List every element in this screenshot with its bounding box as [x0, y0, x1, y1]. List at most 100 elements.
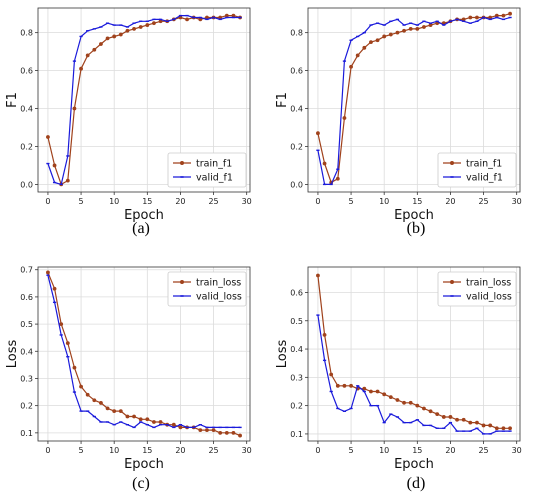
chart-svg-b: 0 5 10 15 20 25 30 0.0 0.2 0.4 0.6 0.8 Epoch F1 train_… [275, 7, 522, 223]
data-point-train_loss [99, 401, 103, 405]
data-point-train_loss [112, 409, 117, 413]
x-tick-label: 15 [412, 446, 422, 455]
y-tick-label: 0.2 [20, 142, 33, 151]
data-point-train_loss [402, 400, 406, 405]
data-point-train_loss [52, 286, 57, 291]
data-point-train_f1 [218, 15, 223, 20]
y-tick-label: 0.6 [290, 288, 303, 297]
chart-panel-a: 0 5 10 15 20 25 30 0.0 0.2 0.4 0.6 0.8 Epoch F1 train_… [0, 0, 275, 249]
x-tick-label: 15 [142, 197, 152, 206]
x-tick-label: 15 [412, 197, 422, 206]
data-point-train_loss [138, 417, 143, 422]
data-point-train_loss [369, 389, 373, 394]
x-tick-label: 10 [109, 197, 119, 206]
x-tick-label: 25 [208, 446, 218, 455]
data-point-train_loss [178, 425, 183, 430]
data-point-train_loss [428, 409, 433, 414]
data-point-train_loss [46, 270, 50, 275]
data-point-train_f1 [375, 38, 380, 43]
data-point-train_loss [468, 420, 473, 425]
data-point-train_loss [395, 398, 400, 402]
chart-panel-b: 0 5 10 15 20 25 30 0.0 0.2 0.4 0.6 0.8 Epoch F1 train_… [275, 0, 550, 249]
data-point-train_f1 [205, 15, 209, 20]
x-tick-label: 20 [445, 197, 455, 206]
data-point-train_f1 [79, 66, 83, 71]
y-tick-label: 0.5 [290, 317, 303, 326]
data-point-train_loss [415, 403, 420, 408]
legend-label-valid_loss: valid_loss [196, 292, 242, 303]
data-point-train_loss [435, 412, 440, 417]
x-tick-label: 10 [379, 197, 389, 206]
data-point-train_loss [441, 415, 446, 419]
caption-a: (a) [132, 220, 150, 237]
x-tick-label: 10 [379, 446, 389, 455]
data-point-train_loss [79, 384, 83, 389]
legend-marker-train_f1 [450, 161, 454, 165]
data-point-train_f1 [362, 45, 367, 50]
data-point-train_f1 [52, 163, 57, 168]
data-point-train_f1 [388, 32, 393, 37]
data-point-train_loss [475, 420, 479, 425]
data-point-train_f1 [468, 15, 473, 20]
caption-c: (c) [132, 475, 150, 492]
x-axis-label: Epoch [394, 457, 434, 472]
legend-label-valid_f1: valid_f1 [196, 173, 233, 184]
data-point-train_loss [152, 420, 156, 424]
data-point-train_loss [145, 417, 150, 422]
x-tick-label: 5 [79, 197, 84, 206]
data-point-train_f1 [198, 17, 203, 22]
data-point-train_f1 [152, 21, 156, 26]
data-point-train_loss [125, 414, 130, 419]
data-point-train_f1 [355, 53, 360, 58]
data-point-train_f1 [185, 17, 189, 22]
data-point-train_loss [362, 386, 367, 391]
data-point-train_f1 [231, 13, 236, 18]
data-point-train_f1 [322, 161, 327, 166]
data-point-train_loss [329, 372, 334, 377]
data-point-train_loss [488, 423, 493, 428]
legend-box [437, 271, 517, 307]
x-tick-label: 20 [175, 197, 185, 206]
x-axis-label: Epoch [124, 208, 164, 223]
x-axis-label: Epoch [124, 457, 164, 472]
data-point-train_f1 [461, 17, 466, 22]
data-point-train_loss [85, 392, 90, 397]
x-tick-label: 30 [512, 446, 522, 455]
legend-marker-train_f1 [180, 161, 184, 165]
y-axis-label: F1 [275, 92, 290, 108]
data-point-train_loss [65, 341, 70, 346]
data-point-train_loss [375, 389, 380, 394]
x-tick-label: 25 [208, 197, 218, 206]
data-point-train_f1 [65, 178, 70, 183]
y-tick-label: 0.0 [290, 180, 303, 189]
x-tick-label: 25 [478, 446, 488, 455]
data-point-train_f1 [132, 26, 136, 31]
y-axis-label: Loss [275, 340, 290, 369]
x-tick-label: 20 [445, 446, 455, 455]
y-tick-label: 0.4 [20, 105, 33, 114]
legend-box [167, 152, 247, 188]
y-axis-label: F1 [5, 92, 20, 108]
data-point-train_f1 [475, 15, 479, 20]
data-point-train_f1 [46, 135, 50, 139]
x-tick-label: 5 [79, 446, 84, 455]
data-point-train_loss [494, 426, 499, 431]
data-point-train_f1 [494, 13, 499, 18]
y-tick-label: 0.6 [290, 67, 303, 76]
x-tick-label: 30 [512, 197, 522, 206]
plot-frame [37, 266, 251, 442]
data-point-train_loss [316, 273, 320, 278]
data-point-train_f1 [85, 53, 90, 58]
data-point-train_f1 [422, 25, 426, 29]
data-point-train_loss [224, 430, 229, 435]
caption-b: (b) [406, 220, 426, 237]
data-point-train_f1 [428, 23, 433, 27]
data-point-train_f1 [415, 26, 420, 31]
plot-frame [307, 266, 521, 442]
plot-frame [307, 7, 521, 193]
x-tick-label: 0 [45, 197, 50, 206]
legend-marker-train_loss [180, 280, 184, 284]
data-point-train_loss [211, 428, 216, 433]
data-point-train_f1 [402, 28, 406, 33]
x-tick-label: 15 [142, 446, 152, 455]
